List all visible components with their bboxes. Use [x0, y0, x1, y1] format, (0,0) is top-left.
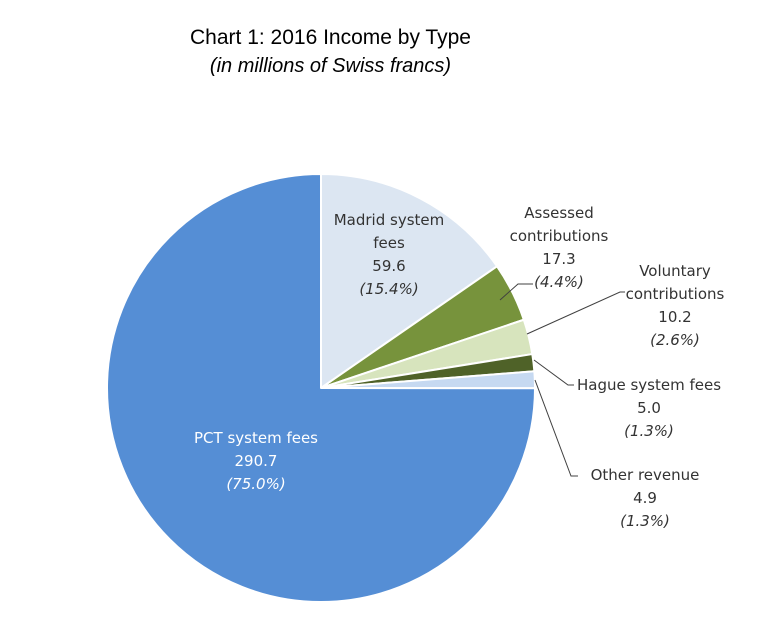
chart-subtitle: (in millions of Swiss francs) — [209, 55, 452, 77]
leader-line-assessed-contributions — [499, 283, 533, 301]
data-label-voluntary-contributions: Voluntary contributions 10.2 (2.6%) — [626, 262, 725, 349]
data-label-pct-system-fees: PCT system fees 290.7 (75.0%) — [194, 429, 318, 493]
leader-line-voluntary-contributions — [526, 291, 625, 335]
data-label-other-revenue: Other revenue 4.9 (1.3%) — [591, 466, 700, 530]
leader-line-hague-system-fees — [533, 359, 574, 386]
data-label-assessed-contributions: Assessed contributions 17.3 (4.4%) — [510, 204, 609, 291]
pie-slice-madrid-system-fees — [320, 173, 499, 389]
data-label-hague-system-fees: Hague system fees 5.0 (1.3%) — [577, 376, 721, 440]
data-label-madrid-system-fees: Madrid system fees 59.6 (15.4%) — [334, 211, 445, 298]
chart-title: Chart 1: 2016 Income by Type — [190, 26, 471, 49]
leader-line-other-revenue — [534, 379, 578, 477]
pie-slice-pct-system-fees — [106, 173, 536, 603]
